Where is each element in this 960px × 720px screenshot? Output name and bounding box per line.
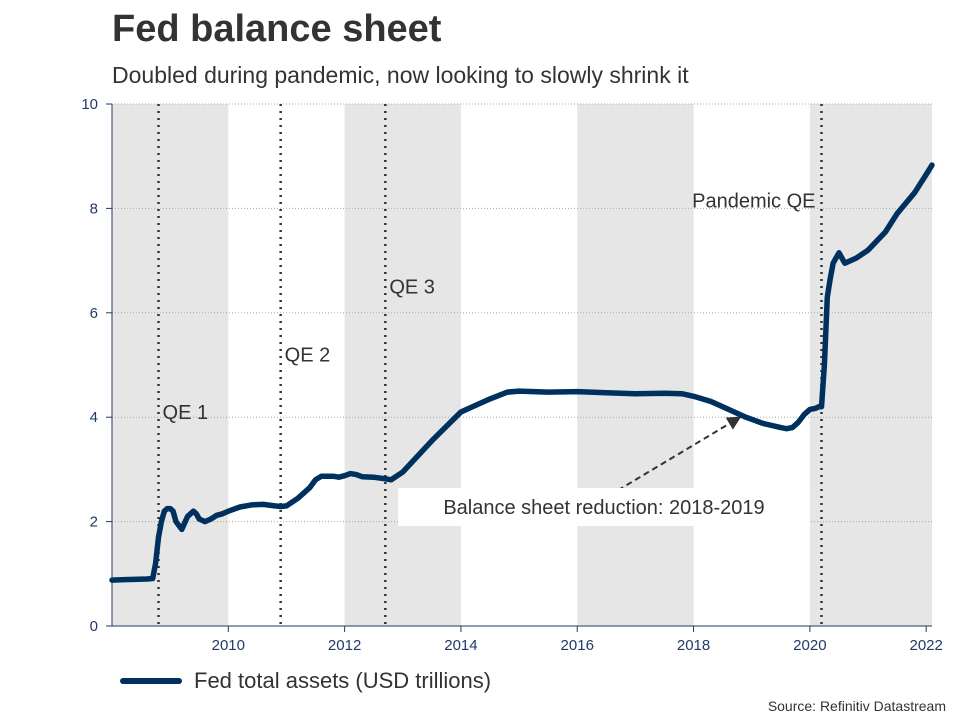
chart-title: Fed balance sheet (112, 8, 442, 50)
series-line-fed-total-assets (109, 162, 935, 583)
x-tick-label: 2020 (793, 637, 826, 654)
chart-subtitle: Doubled during pandemic, now looking to … (112, 62, 689, 88)
x-tick-label: 2018 (677, 637, 710, 654)
annotation-text: Balance sheet reduction: 2018-2019 (443, 497, 764, 519)
shaded-band (344, 104, 461, 626)
x-tick-label: 2022 (909, 637, 942, 654)
source-note: Source: Refinitiv Datastream (767, 698, 946, 714)
legend: Fed total assets (USD trillions) (120, 668, 491, 694)
x-tick-label: 2016 (561, 637, 594, 654)
y-tick-label: 4 (90, 409, 98, 426)
y-tick-label: 10 (81, 96, 98, 113)
y-tick-label: 0 (90, 618, 98, 635)
y-tick-label: 2 (90, 514, 98, 531)
qe-label: QE 3 (389, 277, 435, 299)
legend-swatch (120, 678, 182, 684)
shaded-band (112, 104, 229, 626)
legend-label: Fed total assets (USD trillions) (194, 668, 492, 693)
qe-label: QE 1 (163, 402, 209, 424)
y-tick-label: 6 (90, 305, 98, 322)
y-tick-label: 8 (90, 200, 98, 217)
qe-label: QE 2 (285, 345, 331, 367)
x-tick-label: 2012 (328, 637, 361, 654)
annotation-box (398, 488, 810, 526)
x-tick-label: 2010 (212, 637, 245, 654)
x-tick-label: 2014 (444, 637, 477, 654)
shaded-band (577, 104, 694, 626)
annotation-arrow (617, 416, 742, 492)
shaded-band (809, 104, 932, 626)
qe-label: Pandemic QE (692, 191, 815, 213)
